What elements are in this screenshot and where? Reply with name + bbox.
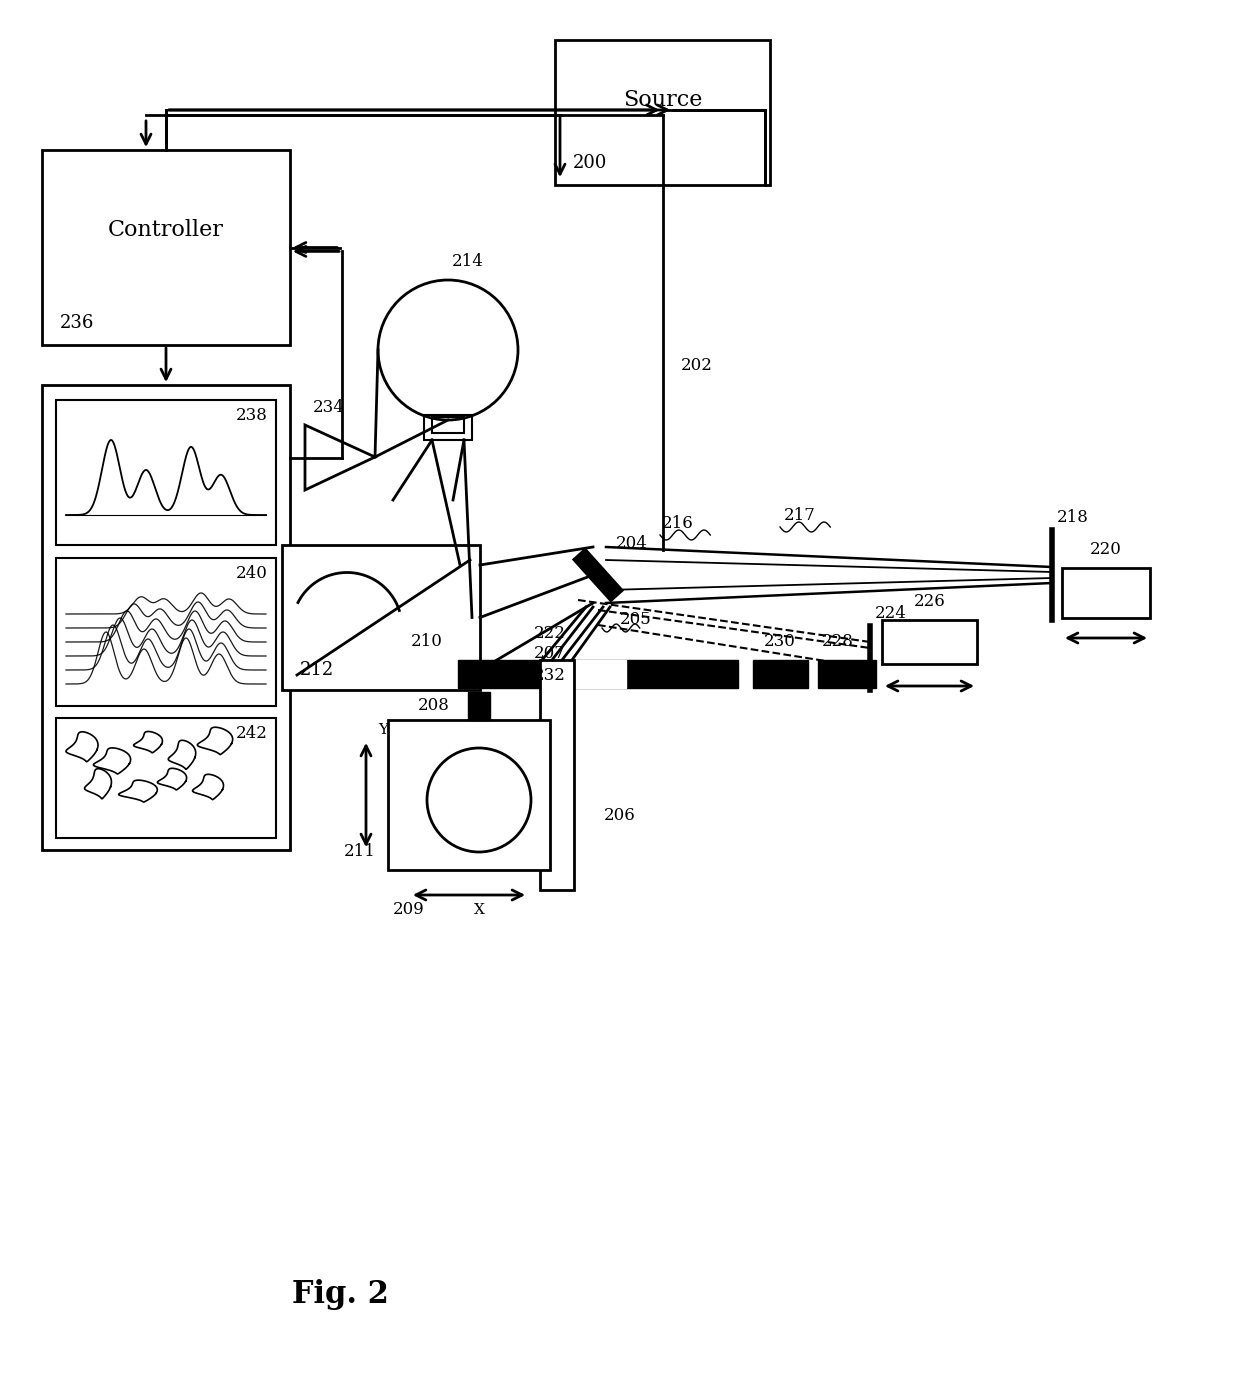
- Text: 217: 217: [784, 507, 816, 524]
- Bar: [424, 415, 472, 440]
- Text: 222: 222: [534, 625, 565, 643]
- Bar: [56, 558, 277, 706]
- Text: 214: 214: [453, 254, 484, 271]
- Bar: [432, 417, 464, 433]
- Text: 232: 232: [534, 668, 565, 685]
- Bar: [467, 692, 490, 720]
- Bar: [42, 385, 290, 850]
- Text: Y: Y: [378, 724, 388, 738]
- Text: 236: 236: [60, 314, 94, 332]
- Text: 230: 230: [764, 633, 796, 650]
- Bar: [42, 150, 290, 344]
- Text: 209: 209: [393, 901, 425, 918]
- Bar: [818, 660, 875, 688]
- Text: 238: 238: [236, 407, 268, 425]
- Text: X: X: [474, 903, 485, 917]
- Bar: [1061, 568, 1149, 618]
- Bar: [546, 660, 626, 688]
- Text: 204: 204: [616, 535, 647, 551]
- Text: 242: 242: [236, 725, 268, 743]
- Bar: [281, 544, 480, 690]
- Bar: [56, 718, 277, 838]
- Text: 212: 212: [300, 661, 335, 679]
- Bar: [556, 40, 770, 185]
- Text: 220: 220: [1090, 542, 1122, 558]
- Bar: [882, 619, 977, 664]
- Text: 218: 218: [1056, 508, 1089, 525]
- Text: 234: 234: [312, 399, 345, 415]
- Polygon shape: [573, 549, 622, 601]
- Text: 202: 202: [681, 357, 712, 374]
- Text: 211: 211: [345, 843, 376, 861]
- Bar: [539, 660, 574, 890]
- Text: 206: 206: [604, 807, 636, 824]
- Text: 205: 205: [620, 611, 652, 628]
- Text: 228: 228: [822, 633, 854, 650]
- Text: 208: 208: [418, 697, 450, 714]
- Bar: [458, 660, 738, 688]
- Text: 226: 226: [914, 593, 945, 611]
- Text: 210: 210: [412, 633, 443, 650]
- Text: Fig. 2: Fig. 2: [291, 1279, 388, 1310]
- Bar: [388, 720, 551, 870]
- Text: 240: 240: [236, 565, 268, 582]
- Bar: [56, 400, 277, 544]
- Text: 224: 224: [875, 604, 906, 621]
- Text: 200: 200: [573, 154, 608, 172]
- Text: 216: 216: [662, 514, 694, 532]
- Text: Controller: Controller: [108, 219, 224, 242]
- Text: 207: 207: [534, 646, 565, 663]
- Text: Source: Source: [622, 89, 702, 111]
- Bar: [753, 660, 808, 688]
